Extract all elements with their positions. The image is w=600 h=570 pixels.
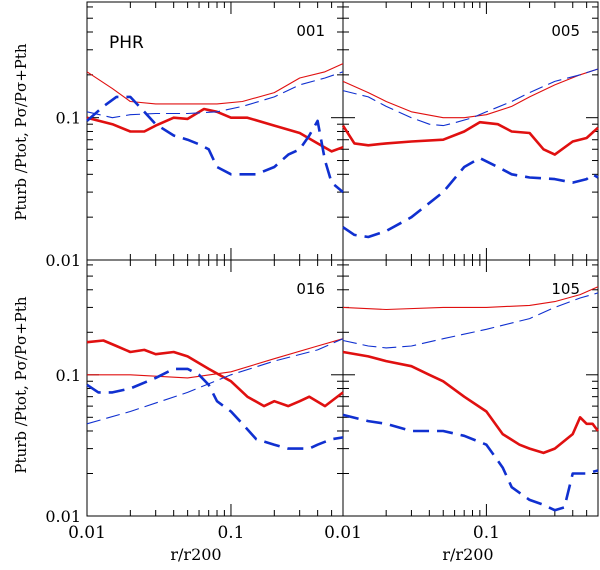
series-001-red-thin (86, 63, 344, 105)
y-tick-label: 0.1 (56, 109, 81, 128)
panel-frame-105 (342, 259, 599, 517)
x-tick-label: 0.01 (68, 523, 106, 543)
panel-id-label: 016 (296, 280, 325, 298)
panel-frame-005 (342, 1, 599, 261)
x-axis-title-right: r/r200 (442, 545, 493, 564)
panel-frame-016 (86, 259, 344, 517)
series-016-blue-thick (86, 367, 344, 450)
y-tick-label: 0.01 (45, 507, 81, 526)
series-105-blue-thick (342, 413, 599, 512)
y-axis-title-bottom: Pturb /Ptot, Pσ/Pσ+Pth (12, 296, 30, 473)
series-001-blue-thin (86, 71, 344, 119)
panel-id-label: 105 (551, 280, 580, 298)
series-001-blue-thick (86, 95, 344, 194)
series-105-blue-thin (342, 292, 599, 349)
series-005-blue-thick (342, 156, 599, 239)
series-105-red-thick (342, 350, 600, 455)
series-016-blue-thin (86, 338, 344, 425)
series-005-red-thin (342, 68, 599, 119)
series-105-red-thin (342, 286, 599, 311)
panel-id-label: 005 (551, 22, 580, 40)
x-tick-label: 0.1 (473, 523, 500, 543)
x-tick-label: 0.1 (217, 523, 244, 543)
series-005-red-thick (341, 120, 599, 156)
series-016-red-thin (87, 338, 344, 379)
series-005-blue-thin (342, 68, 599, 127)
x-axis-title-left: r/r200 (170, 545, 221, 564)
y-axis-title-top: Pturb /Ptot, Pσ/Pσ+Pth (12, 43, 30, 220)
panel-tag-label: PHR (109, 33, 144, 53)
series-001-red-thick (86, 107, 344, 153)
series-016-red-thick (86, 339, 344, 408)
data-series (86, 63, 600, 512)
y-tick-label: 0.1 (56, 366, 81, 385)
y-tick-label: 0.01 (45, 251, 81, 270)
panel-id-label: 001 (296, 22, 325, 40)
x-tick-label: 0.01 (324, 523, 362, 543)
